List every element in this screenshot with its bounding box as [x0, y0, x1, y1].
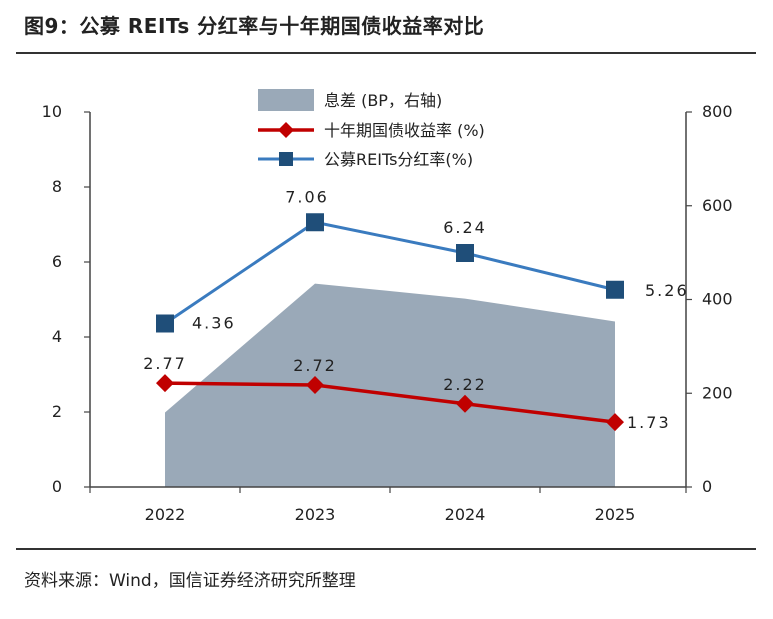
right-tick-label: 0: [702, 477, 712, 496]
reits-yield-marker: [606, 280, 624, 299]
reits-yield-marker: [156, 314, 174, 333]
left-tick-label: 6: [52, 252, 62, 271]
bond-data-label: 2.72: [293, 356, 337, 375]
left-tick-label: 0: [52, 477, 62, 496]
bond-yield-line: [164, 381, 616, 424]
legend-label-reits: 公募REITs分红率(%): [324, 150, 473, 169]
left-tick-label: 4: [52, 327, 62, 346]
left-tick-label: 10: [42, 102, 62, 121]
right-tick-label: 200: [702, 383, 733, 402]
legend-label-spread: 息差 (BP，右轴): [324, 91, 442, 110]
reits-yield-line: [164, 220, 616, 325]
reits-data-label: 7.06: [285, 187, 329, 206]
title-rule: [16, 52, 756, 54]
x-tick-label: 2024: [445, 505, 486, 524]
x-tick-label: 2022: [145, 505, 186, 524]
spread-area: [165, 283, 615, 487]
bond-yield-marker: [606, 413, 624, 432]
reits-yield-marker: [306, 213, 324, 232]
bond-data-label: 1.73: [627, 413, 671, 432]
left-tick-label: 2: [52, 402, 62, 421]
bond-yield-marker: [456, 394, 474, 413]
right-tick-label: 400: [702, 290, 733, 309]
reits-yield-marker: [456, 244, 474, 262]
source-rule: [16, 548, 756, 550]
legend-swatch-bond-marker: [278, 122, 294, 138]
bond-data-label: 2.22: [443, 375, 487, 394]
bond-yield-marker: [156, 374, 174, 393]
x-tick-label: 2023: [295, 505, 336, 524]
reits-data-label: 6.24: [443, 218, 487, 237]
legend-swatch-reits-marker: [279, 152, 293, 166]
reits-data-label: 5.26: [645, 281, 689, 300]
legend-label-bond: 十年期国债收益率 (%): [324, 121, 485, 140]
x-tick-label: 2025: [595, 505, 636, 524]
figure-title: 图9：公募 REITs 分红率与十年期国债收益率对比: [24, 14, 485, 38]
right-tick-label: 600: [702, 196, 733, 215]
reits-data-label: 4.36: [192, 314, 236, 333]
source-note: 资料来源：Wind，国信证券经济研究所整理: [24, 571, 356, 591]
right-tick-label: 800: [702, 102, 733, 121]
legend-swatch-spread: [258, 89, 314, 111]
bond-data-label: 2.77: [143, 354, 187, 373]
bond-yield-marker: [306, 376, 324, 394]
left-tick-label: 8: [52, 177, 62, 196]
